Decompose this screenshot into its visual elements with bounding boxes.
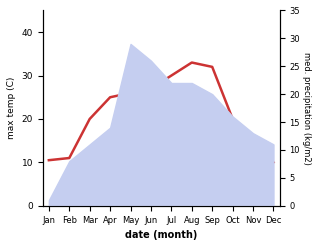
Y-axis label: max temp (C): max temp (C) [7, 77, 16, 139]
Y-axis label: med. precipitation (kg/m2): med. precipitation (kg/m2) [302, 52, 311, 165]
X-axis label: date (month): date (month) [125, 230, 197, 240]
